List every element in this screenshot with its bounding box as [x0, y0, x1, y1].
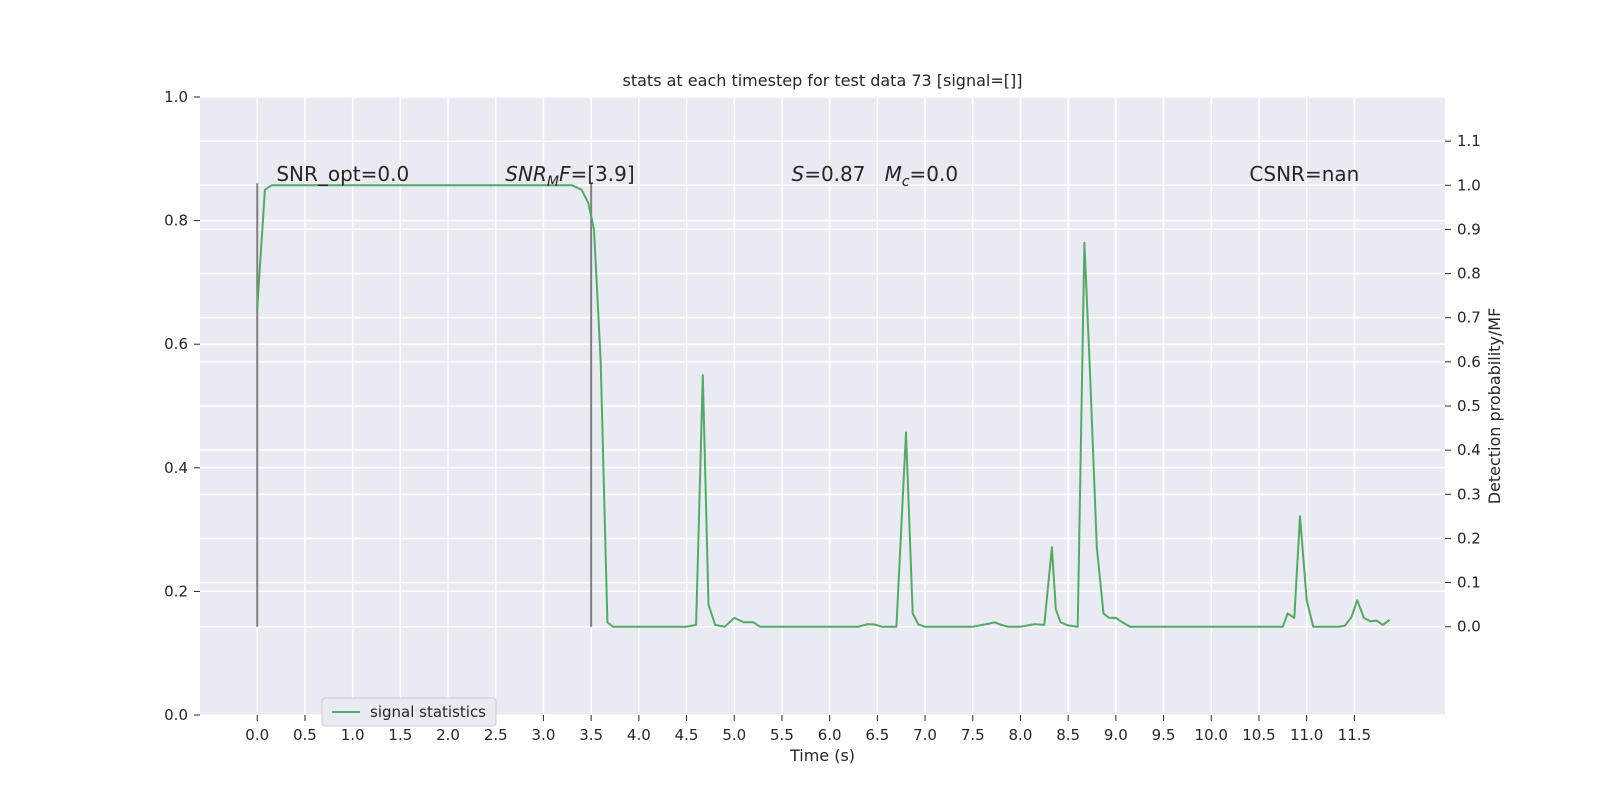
x-tick-label: 5.5 [770, 726, 794, 744]
x-axis-label: Time (s) [789, 746, 855, 765]
x-tick-label: 8.5 [1056, 726, 1080, 744]
annotation-label: SNRMF=[3.9] [505, 162, 634, 190]
legend-label: signal statistics [370, 703, 486, 721]
y-left-tick-label: 0.2 [164, 582, 188, 600]
x-axis-ticks: 0.0 0.5 1.0 1.5 2.0 2.5 3.0 3.5 4.0 4.5 5.0 5.5 6.0 6… [245, 715, 1371, 744]
y-right-axis-ticks: 0.0 0.1 0.2 0.3 0.4 0.5 0.6 0.7 0.8 0.9 1.0 1.1 [1445, 132, 1481, 636]
x-tick-label: 11.5 [1338, 726, 1371, 744]
y-left-axis-ticks: 0.0 0.2 0.4 0.6 0.8 1.0 [164, 88, 200, 724]
x-tick-label: 1.5 [388, 726, 412, 744]
legend-box [321, 697, 497, 727]
y-right-tick-label: 0.3 [1457, 485, 1481, 503]
y-left-tick-label: 0.8 [164, 212, 188, 230]
series-line [256, 184, 1391, 628]
y-left-tick-label: 0.0 [164, 706, 188, 724]
x-tick-label: 9.0 [1104, 726, 1128, 744]
x-tick-label: 8.0 [1009, 726, 1033, 744]
x-tick-label: 10.5 [1242, 726, 1275, 744]
annotation-label: SNR_opt=0.0 [276, 162, 409, 186]
x-tick-label: 10.0 [1195, 726, 1228, 744]
grid [200, 96, 1445, 716]
x-tick-label: 2.0 [436, 726, 460, 744]
x-tick-label: 3.5 [579, 726, 603, 744]
x-tick-label: 4.5 [675, 726, 699, 744]
legend: signal statistics [321, 697, 497, 727]
annotations: SNR_opt=0.0 SNRMF=[3.9] S=0.87 Mc=0.0 CSNR=… [276, 162, 1359, 190]
y-right-axis-label: Detection probability/MF [1485, 308, 1504, 505]
y-right-tick-label: 0.1 [1457, 574, 1481, 592]
x-tick-label: 3.0 [532, 726, 556, 744]
y-right-tick-label: 1.1 [1457, 132, 1481, 150]
y-right-tick-label: 0.8 [1457, 265, 1481, 283]
x-tick-label: 6.5 [865, 726, 889, 744]
y-right-tick-label: 1.0 [1457, 176, 1481, 194]
y-left-tick-label: 1.0 [164, 88, 188, 106]
x-tick-label: 0.0 [245, 726, 269, 744]
y-right-tick-label: 0.2 [1457, 529, 1481, 547]
x-tick-label: 11.0 [1290, 726, 1323, 744]
y-right-tick-label: 0.6 [1457, 353, 1481, 371]
vertical-markers [256, 183, 593, 627]
y-left-tick-label: 0.6 [164, 335, 188, 353]
x-tick-label: 5.0 [722, 726, 746, 744]
x-tick-label: 9.5 [1152, 726, 1176, 744]
x-tick-label: 2.5 [484, 726, 508, 744]
y-right-tick-label: 0.0 [1457, 618, 1481, 636]
y-right-tick-label: 0.4 [1457, 441, 1481, 459]
x-tick-label: 6.0 [818, 726, 842, 744]
series-layer [256, 184, 1391, 628]
y-right-tick-label: 0.5 [1457, 397, 1481, 415]
y-right-tick-label: 0.9 [1457, 220, 1481, 238]
x-tick-label: 7.5 [961, 726, 985, 744]
annotation-label: S=0.87 Mc=0.0 [791, 162, 958, 190]
x-tick-label: 1.0 [341, 726, 365, 744]
y-right-tick-label: 0.7 [1457, 309, 1481, 327]
x-tick-label: 4.0 [627, 726, 651, 744]
annotation-label: CSNR=nan [1249, 162, 1359, 186]
x-tick-label: 7.0 [913, 726, 937, 744]
x-tick-label: 0.5 [293, 726, 317, 744]
chart-title: stats at each timestep for test data 73 … [623, 71, 1023, 90]
y-left-tick-label: 0.4 [164, 459, 188, 477]
